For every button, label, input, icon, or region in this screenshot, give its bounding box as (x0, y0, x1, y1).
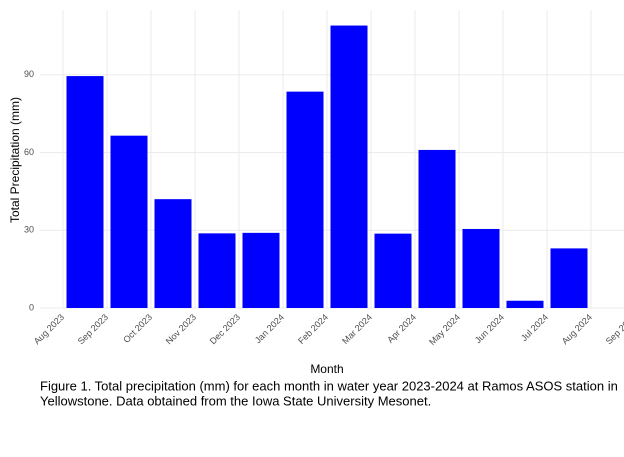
y-tick-label: 60 (24, 147, 34, 157)
x-tick-label: Sep 2023 (76, 312, 110, 346)
x-tick-label: Oct 2023 (121, 312, 154, 345)
caption: Yellowstone. Data obtained from the Iowa… (40, 393, 431, 408)
y-tick-label: 0 (29, 302, 34, 312)
x-tick-label: Jun 2024 (473, 312, 506, 345)
x-tick-label: Apr 2024 (385, 312, 418, 345)
x-tick-label: Feb 2024 (296, 312, 330, 346)
x-tick-label: Aug 2023 (32, 312, 66, 346)
bar (374, 233, 412, 308)
x-tick-label: Aug 2024 (560, 312, 594, 346)
bar (506, 300, 544, 308)
x-tick-label: May 2024 (427, 312, 462, 347)
x-tick-label: Mar 2024 (340, 312, 374, 346)
y-tick-label: 30 (24, 225, 34, 235)
bar (110, 135, 148, 308)
x-tick-label: Sep 2024 (604, 312, 624, 346)
caption: Figure 1. Total precipitation (mm) for e… (40, 378, 618, 393)
bar (330, 25, 368, 309)
bar (286, 91, 324, 308)
bar (154, 199, 192, 308)
bar (550, 248, 588, 308)
x-axis-title: Month (310, 362, 343, 376)
x-tick-label: Jan 2024 (253, 312, 286, 345)
y-axis-title: Total Precipitation (mm) (8, 97, 22, 223)
x-tick-label: Nov 2023 (164, 312, 198, 346)
bar (198, 233, 236, 308)
bar (462, 228, 500, 308)
bar (66, 76, 104, 308)
y-tick-label: 90 (24, 69, 34, 79)
x-tick-label: Jul 2024 (519, 312, 550, 343)
x-tick-label: Dec 2023 (208, 312, 242, 346)
bar (418, 149, 456, 308)
bar (242, 232, 280, 308)
